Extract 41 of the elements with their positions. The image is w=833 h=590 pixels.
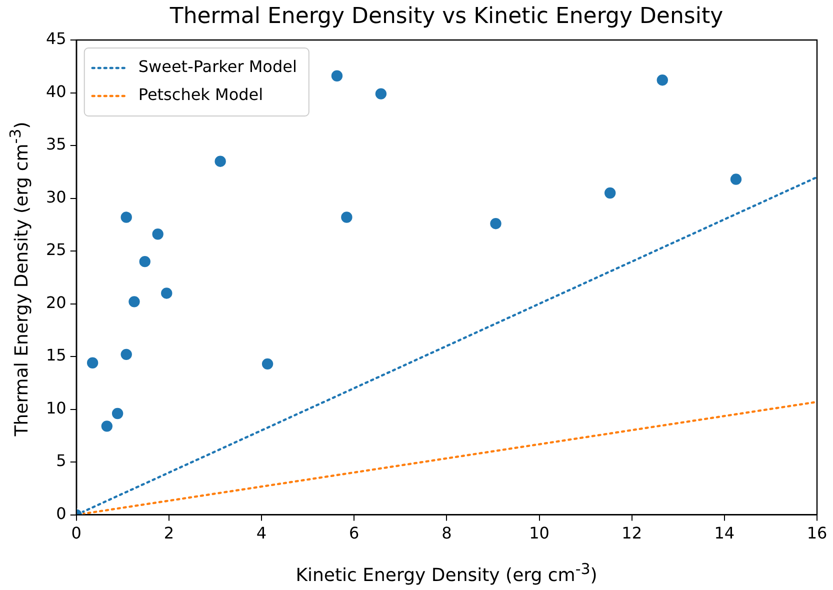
point xyxy=(138,255,152,268)
point xyxy=(604,186,616,200)
chart-title: Thermal Energy Density vs Kinetic Energy Density xyxy=(168,4,724,29)
point xyxy=(214,154,227,168)
y-tick-label: 35 xyxy=(46,134,66,154)
legend-label: Petschek Model xyxy=(138,85,264,104)
y-tick-label: 5 xyxy=(56,451,66,470)
point xyxy=(656,74,669,86)
x-tick-label: 16 xyxy=(806,524,828,543)
point xyxy=(111,407,124,420)
point xyxy=(120,348,133,361)
y-tick-label: 10 xyxy=(46,398,66,418)
point xyxy=(330,69,344,82)
x-tick-label: 0 xyxy=(71,524,82,543)
point xyxy=(100,420,114,433)
y-tick-label: 25 xyxy=(46,240,66,260)
x-tick-label: 14 xyxy=(714,524,735,543)
x-axis-title: Kinetic Energy Density (erg cm$^{-3}$) xyxy=(294,560,598,586)
y-tick-label: 20 xyxy=(46,292,66,312)
y-tick-label: 40 xyxy=(46,82,66,101)
y-tick-label: 45 xyxy=(46,29,66,48)
x-tick-label: 6 xyxy=(349,524,360,543)
point xyxy=(151,228,164,241)
x-tick-label: 2 xyxy=(164,524,174,543)
x-tick-label: 10 xyxy=(529,524,550,543)
point xyxy=(261,358,274,370)
x-tick-label: 4 xyxy=(256,524,267,543)
y-tick-label: 30 xyxy=(46,187,66,206)
point xyxy=(340,210,354,224)
point xyxy=(489,217,502,230)
y-tick-label: 0 xyxy=(56,504,66,523)
point xyxy=(128,295,141,308)
x-tick-label: 8 xyxy=(442,524,452,543)
point xyxy=(86,356,99,370)
x-tick-label: 12 xyxy=(622,524,642,543)
point xyxy=(730,172,742,186)
point xyxy=(374,87,388,100)
legend-label: Sweet-Parker Model xyxy=(138,57,297,76)
y-tick-label: 15 xyxy=(46,346,66,365)
point xyxy=(120,210,133,224)
point xyxy=(160,286,174,300)
